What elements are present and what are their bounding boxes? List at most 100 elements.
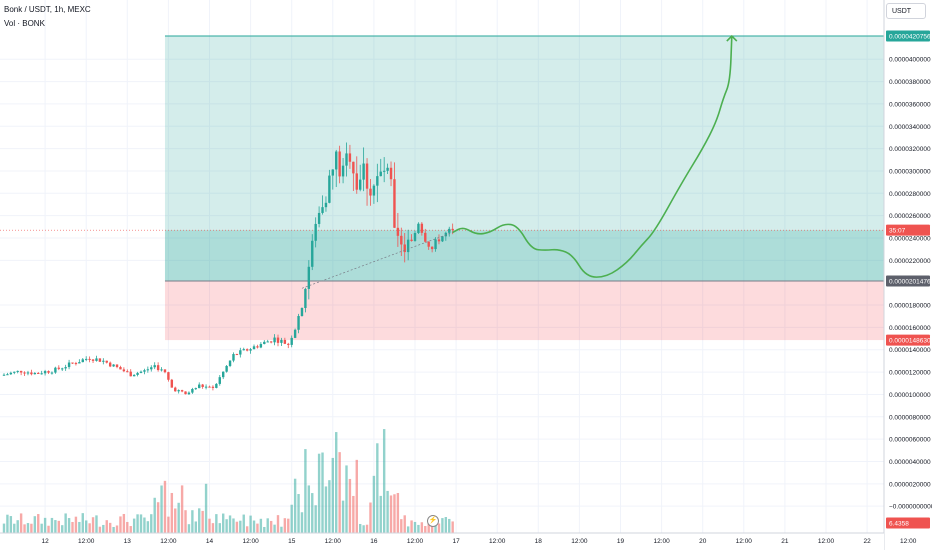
volume-bar [67,518,71,533]
volume-bar [54,520,57,533]
candle-body [420,223,424,233]
candle-body [170,379,174,388]
volume-bar [143,517,146,533]
candle-body [191,388,194,393]
volume-bar [74,516,78,533]
candle-body [424,232,427,242]
candle-body [239,350,242,355]
price-tick-label: 0.0000360000 [889,101,931,108]
volume-bar [359,523,362,533]
volume-bar [201,510,204,533]
volume-bar [420,522,424,533]
candle-body [410,239,413,241]
volume-bar [139,514,143,533]
candle-body [396,227,400,236]
volume-bar [245,526,249,533]
volume-bar [317,453,321,533]
candle-body [177,390,180,392]
candle-body [441,236,444,242]
candle-body [437,239,441,242]
candle-body [160,369,163,371]
volume-bar [102,524,105,533]
volume-bar [129,526,132,533]
volume-bar [119,516,122,533]
volume-bar [311,493,314,533]
candle-body [403,244,406,253]
time-tick-label: 16 [370,538,378,545]
volume-bar [348,478,352,533]
volume-bar [40,523,43,533]
volume-bar [2,523,6,533]
volume-bar [71,521,74,533]
candle-body [280,339,283,343]
volume-indicator-label[interactable]: Vol · BONK [4,19,45,28]
volume-bar [259,518,263,533]
volume-bar [98,526,102,533]
candle-body [348,153,352,162]
volume-bar [132,518,136,533]
volume-bar [293,478,297,533]
volume-bar [297,494,300,533]
candle-body [122,369,126,372]
volume-bar [13,523,16,533]
candle-body [341,165,345,177]
time-tick-label: 12:00 [242,538,259,545]
projection-curve [452,35,733,278]
candle-body [64,367,67,369]
candle-body [204,386,208,388]
price-tick-label: 0.0000240000 [889,236,931,243]
candle-body [362,163,365,180]
price-tick-label: 0.0000180000 [889,303,931,310]
volume-bar [396,493,400,533]
volume-bar [228,515,232,533]
candle-body [393,179,396,228]
time-tick-label: 12:00 [489,538,506,545]
volume-bar [314,505,317,533]
candle-body [235,354,239,356]
flash-icon[interactable]: ⚡ [427,515,439,527]
volume-bar [276,515,280,533]
volume-bar [263,526,266,533]
symbol-title[interactable]: Bonk / USDT, 1h, MEXC [4,5,91,14]
candle-body [352,161,355,174]
candle-body [153,365,156,368]
candle-body [304,288,307,308]
time-tick-label: 12:00 [160,538,177,545]
candle-body [307,266,311,289]
volume-bar [153,497,156,533]
candle-body [23,372,26,374]
volume-bar [362,525,365,533]
candle-body [413,232,417,241]
candle-body [174,387,177,392]
volume-bar [167,516,170,533]
candle-body [30,372,33,375]
volume-bar [43,517,47,533]
candle-body [115,364,119,368]
volume-bar [341,500,345,533]
volume-bar [160,485,163,533]
volume-bar [174,508,177,533]
projection-path [301,34,738,289]
candle-body [180,390,184,392]
candle-body [98,358,102,362]
volume-bar [403,515,406,533]
volume-bar [177,502,180,533]
candle-body [372,185,376,196]
volume-bar [150,514,153,533]
candle-body [263,341,266,345]
candle-body [311,240,314,267]
volume-bar [290,504,293,533]
entry-price-badge-bg [886,275,930,287]
filled-zone [164,230,929,282]
price-tick-label: 0.0000400000 [889,57,931,64]
time-tick-label: 22 [863,538,871,545]
candle-body [6,374,9,376]
candle-body [74,363,78,365]
candle-body [287,343,290,345]
candle-body [78,362,81,364]
candle-body [283,339,287,344]
candle-body [317,212,321,224]
currency-button[interactable]: USDT [886,3,926,19]
